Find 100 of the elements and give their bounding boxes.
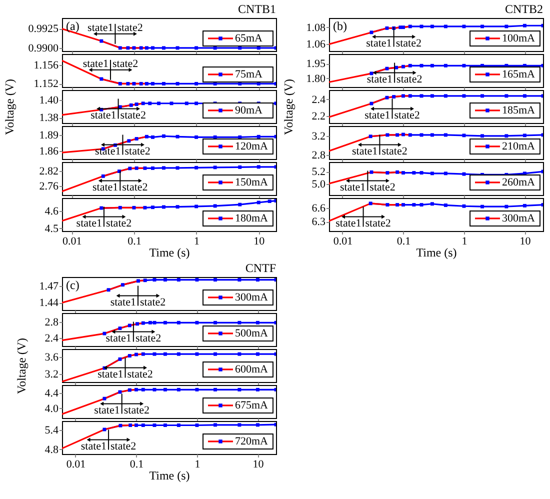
y-tick-label: 3.6 (44, 352, 59, 364)
legend-label: 65mA (235, 32, 263, 44)
annotation: state2 (124, 404, 150, 417)
annotation: state1 (340, 182, 366, 194)
legend-label: 720mA (235, 435, 268, 448)
annotation: state1 (90, 110, 116, 122)
annotation: state2 (396, 38, 422, 50)
y-tick-label: 6.6 (312, 202, 326, 214)
y-tick-label: 1.86 (39, 146, 59, 158)
annotation: state1 (336, 218, 362, 230)
x-tick-label: 1 (194, 458, 200, 470)
annotation: state2 (396, 74, 422, 86)
x-tick-label: 0.01 (66, 458, 86, 470)
series-label: 260mA (502, 176, 536, 188)
x-tick-label: 1 (194, 236, 200, 248)
y-tick-label: 1.47 (39, 280, 59, 292)
y-tick-label: 2.4 (44, 332, 59, 344)
chart-title: CNTF (245, 261, 276, 275)
annotation: state1 (76, 218, 102, 230)
y-tick-label: 1.08 (306, 22, 326, 34)
y-tick-label: 4.0 (44, 402, 59, 415)
y-tick-label: 3.2 (44, 368, 58, 380)
annotation: state1 (366, 38, 392, 50)
y-tick-label: 1.95 (306, 58, 326, 70)
y-tick-label: 5.2 (312, 166, 326, 178)
x-axis-title: Time (s) (149, 468, 190, 482)
annotation: state1 (364, 110, 390, 122)
y-tick-label: 2.4 (312, 94, 326, 106)
annotation: state2 (370, 182, 396, 194)
series-label: 600mA (235, 363, 268, 376)
y-tick-label: 1.156 (34, 59, 59, 72)
annotation: state1 (352, 146, 378, 158)
annotation: state2 (382, 146, 408, 158)
annotation: state2 (120, 110, 146, 122)
legend-label: 300mA (502, 212, 536, 224)
annotation: state1 (110, 296, 136, 309)
legend-label: 75mA (235, 68, 263, 80)
y-tick-label: 0.9900 (28, 42, 59, 54)
y-tick-label: 1.06 (306, 38, 326, 51)
y-tick-label: 4.5 (44, 222, 59, 235)
y-axis-title: Voltage (V) (282, 78, 296, 136)
series-label: 120mA (235, 140, 268, 152)
annotation: state1 (82, 58, 108, 70)
y-tick-label: 3.2 (312, 130, 326, 142)
y-tick-label: 1.44 (39, 297, 59, 310)
y-tick-label: 1.89 (39, 130, 59, 142)
annotation: (b) (333, 19, 347, 33)
y-tick-label: 0.9925 (28, 23, 59, 36)
y-tick-label: 1.80 (306, 72, 326, 85)
x-tick-label: 10 (254, 236, 266, 248)
annotation: state2 (106, 218, 132, 230)
annotation: state1 (98, 368, 124, 381)
y-tick-label: 5.0 (312, 178, 326, 191)
annotation: state2 (127, 368, 153, 381)
y-axis-title: Voltage (V) (14, 338, 28, 394)
series-label: 675mA (235, 399, 268, 412)
x-tick-label: 0.1 (128, 236, 142, 248)
x-axis-title: Time (s) (149, 246, 190, 260)
chart-title: CNTB1 (238, 2, 276, 16)
series-label: 150mA (235, 176, 268, 188)
chart-title: CNTB2 (504, 2, 543, 16)
annotation: (a) (66, 19, 80, 33)
series-label: 185mA (502, 104, 536, 116)
series-label: 500mA (235, 327, 268, 340)
annotation: state2 (365, 218, 391, 230)
legend-label: 165mA (502, 68, 536, 80)
y-tick-label: 4.6 (44, 206, 59, 218)
x-axis-title: Time (s) (416, 246, 457, 260)
annotation: state2 (110, 440, 136, 453)
y-tick-label: 2.76 (39, 180, 59, 193)
y-axis-title: Voltage (V) (2, 78, 16, 136)
annotation: state1 (88, 22, 114, 34)
y-tick-label: 4.8 (44, 444, 59, 456)
annotation: state2 (122, 182, 148, 194)
x-tick-label: 0.01 (333, 236, 353, 248)
annotation: state1 (92, 182, 118, 194)
x-tick-label: 0.1 (396, 236, 411, 248)
x-tick-label: 10 (520, 236, 532, 248)
y-tick-label: 6.3 (312, 216, 326, 228)
y-tick-label: 4.4 (44, 387, 59, 400)
y-tick-label: 2.8 (44, 316, 59, 328)
annotation: state2 (135, 332, 162, 345)
legend-label: 300mA (235, 291, 268, 304)
annotation: (c) (66, 278, 80, 292)
annotation: state1 (80, 440, 107, 453)
y-tick-label: 2.8 (312, 149, 326, 162)
x-tick-label: 0.01 (62, 236, 82, 248)
x-tick-label: 0.1 (130, 458, 144, 470)
annotation: state2 (112, 58, 138, 70)
annotation: state1 (106, 332, 132, 345)
annotation: state2 (117, 22, 143, 34)
annotation: state1 (95, 146, 121, 158)
y-tick-label: 1.40 (39, 94, 59, 106)
annotation: state1 (366, 74, 393, 86)
y-tick-label: 5.4 (44, 424, 59, 436)
y-tick-label: 1.38 (39, 112, 59, 124)
series-label: 210mA (502, 140, 536, 152)
annotation: state1 (94, 404, 120, 417)
legend-label: 180mA (235, 212, 268, 224)
y-tick-label: 2.82 (39, 165, 58, 178)
